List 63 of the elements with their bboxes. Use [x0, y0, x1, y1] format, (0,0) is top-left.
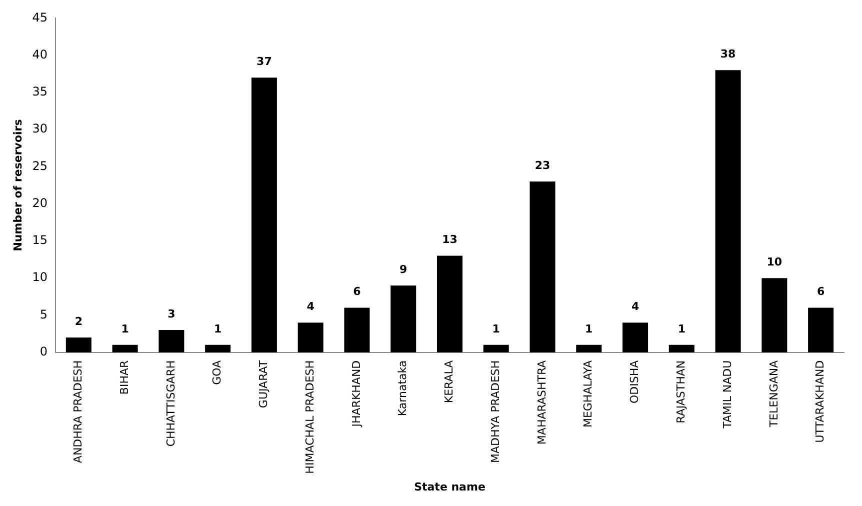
- data-label: 1: [492, 322, 500, 336]
- data-label: 6: [353, 285, 362, 298]
- x-tick-label: UTTARAKHAND: [814, 360, 827, 443]
- x-tick-label: TAMIL NADU: [720, 360, 734, 430]
- x-tick-label: Karnataka: [396, 360, 410, 416]
- y-tick-label: 0: [40, 344, 48, 358]
- data-label: 10: [766, 255, 782, 268]
- x-tick-label: TELENGANA: [767, 360, 780, 428]
- bar: [205, 344, 231, 352]
- x-tick-label: RAJASTHAN: [674, 360, 688, 424]
- y-tick-label: 10: [32, 270, 48, 284]
- bar: [576, 344, 602, 352]
- data-label: 23: [534, 158, 550, 172]
- bar: [436, 256, 462, 352]
- bar: [112, 344, 138, 352]
- data-label: 1: [121, 322, 129, 336]
- bar: [66, 337, 92, 352]
- bar: [762, 278, 788, 352]
- x-tick-label: GOA: [210, 360, 224, 385]
- data-label: 6: [816, 285, 825, 298]
- x-tick-label: KERALA: [442, 360, 456, 404]
- y-tick-label: 35: [32, 84, 48, 99]
- data-label: 1: [678, 322, 686, 336]
- y-tick-label: 20: [32, 196, 48, 210]
- bar: [251, 78, 277, 352]
- data-label: 37: [256, 54, 272, 68]
- x-tick-label: CHHATTISGARH: [164, 360, 178, 447]
- y-axis-title: Number of reservoirs: [11, 118, 24, 252]
- x-tick-label: MADHYA PRADESH: [488, 360, 502, 464]
- data-label: 1: [214, 322, 222, 336]
- data-label: 38: [720, 48, 736, 61]
- x-axis-title: State name: [414, 480, 486, 494]
- y-tick-label: 25: [32, 158, 48, 173]
- bar: [390, 286, 416, 352]
- bar: [622, 322, 648, 352]
- y-tick-label: 5: [40, 307, 48, 322]
- bar: [298, 322, 324, 352]
- y-tick-label: 15: [32, 233, 48, 248]
- bar: [530, 182, 556, 352]
- data-label: 13: [442, 233, 458, 246]
- bar: [158, 330, 184, 352]
- y-tick-label: 40: [32, 47, 48, 62]
- x-tick-label: MEGHALAYA: [582, 360, 595, 428]
- data-label: 3: [168, 307, 176, 320]
- x-tick-label: ANDHRA PRADESH: [72, 360, 85, 464]
- x-tick-label: BIHAR: [118, 360, 131, 395]
- data-label: 1: [585, 322, 593, 336]
- data-label: 9: [400, 262, 408, 276]
- bar: [483, 344, 509, 352]
- x-tick-label: JHARKHAND: [350, 360, 363, 428]
- x-tick-label: HIMACHAL PRADESH: [303, 360, 316, 474]
- bar: [344, 308, 370, 352]
- bar: [668, 344, 694, 352]
- bar: [808, 308, 834, 352]
- data-label: 4: [306, 300, 315, 313]
- data-label: 4: [631, 300, 640, 313]
- x-tick-label: GUJARAT: [257, 360, 270, 408]
- data-label: 2: [74, 314, 82, 328]
- x-tick-label: ODISHA: [628, 360, 642, 404]
- x-tick-label: MAHARASHTRA: [535, 360, 548, 445]
- y-tick-label: 45: [32, 10, 48, 24]
- y-tick-label: 30: [32, 122, 48, 136]
- bar: [715, 70, 741, 352]
